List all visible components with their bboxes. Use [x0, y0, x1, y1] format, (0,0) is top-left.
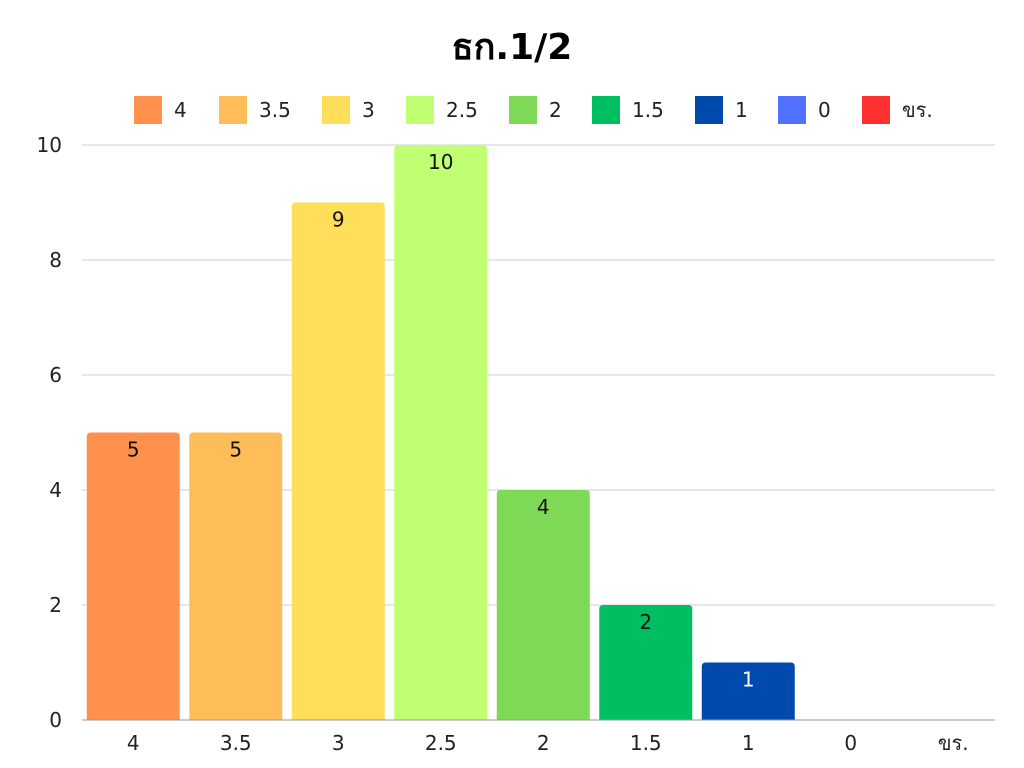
x-tick-label: 1.5 — [630, 731, 662, 755]
y-tick-label: 2 — [49, 593, 62, 617]
legend-item: 2.5 — [406, 95, 478, 125]
data-label: 5 — [127, 438, 140, 462]
legend-label: 1.5 — [632, 98, 664, 122]
bar-0 — [86, 432, 180, 720]
bar-4 — [496, 490, 590, 720]
legend-swatch — [509, 96, 537, 124]
bar-5 — [599, 605, 693, 720]
x-tick-label: ขร. — [938, 731, 969, 755]
legend-swatch — [592, 96, 620, 124]
legend-label: 2.5 — [446, 98, 478, 122]
legend-label: 0 — [818, 98, 831, 122]
legend-item: 1 — [695, 95, 748, 125]
x-tick-label: 2 — [537, 731, 550, 755]
legend-swatch — [862, 96, 890, 124]
legend-label: ขร. — [902, 98, 933, 122]
y-tick-label: 10 — [37, 133, 62, 157]
data-label: 2 — [639, 610, 652, 634]
x-tick-label: 3.5 — [220, 731, 252, 755]
x-tick-label: 2.5 — [425, 731, 457, 755]
legend-item: 3 — [322, 95, 375, 125]
legend-swatch — [134, 96, 162, 124]
legend-label: 3.5 — [259, 98, 291, 122]
legend-swatch — [322, 96, 350, 124]
y-tick-label: 6 — [49, 363, 62, 387]
data-label: 4 — [537, 495, 550, 519]
bar-1 — [189, 432, 283, 720]
y-tick-label: 4 — [49, 478, 62, 502]
x-tick-label: 3 — [332, 731, 345, 755]
x-tick-label: 1 — [742, 731, 755, 755]
legend-label: 4 — [174, 98, 187, 122]
legend-label: 2 — [549, 98, 562, 122]
x-tick-label: 4 — [127, 731, 140, 755]
legend-swatch — [778, 96, 806, 124]
bar-3 — [394, 145, 488, 720]
legend-label: 1 — [735, 98, 748, 122]
bar-6 — [701, 662, 795, 720]
y-tick-label: 0 — [49, 708, 62, 732]
bar-2 — [291, 202, 385, 720]
legend-label: 3 — [362, 98, 375, 122]
legend-item: 4 — [134, 95, 187, 125]
legend-item: 3.5 — [219, 95, 291, 125]
legend-item: 1.5 — [592, 95, 664, 125]
legend-item: 2 — [509, 95, 562, 125]
data-label: 1 — [742, 668, 755, 692]
data-label: 10 — [428, 150, 453, 174]
x-tick-label: 0 — [844, 731, 857, 755]
legend-swatch — [219, 96, 247, 124]
legend: 4 3.5 3 2.5 2 1.5 1 0 ขร. — [0, 95, 1024, 125]
legend-item: 0 — [778, 95, 831, 125]
legend-item: ขร. — [862, 95, 933, 125]
y-tick-label: 8 — [49, 248, 62, 272]
data-label: 9 — [332, 208, 345, 232]
data-label: 5 — [229, 438, 242, 462]
chart-title: ธก.1/2 — [451, 27, 573, 68]
legend-swatch — [695, 96, 723, 124]
legend-swatch — [406, 96, 434, 124]
